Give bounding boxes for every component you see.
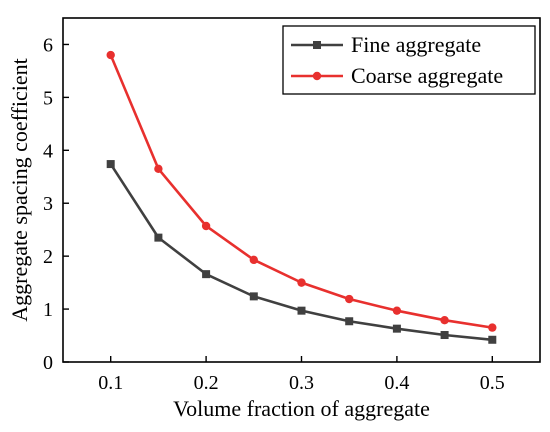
- data-point: [345, 294, 354, 304]
- data-point: [440, 331, 449, 340]
- x-tick-label: 0.4: [384, 372, 409, 394]
- legend-item-1: Fine aggregate: [291, 32, 481, 57]
- series-lines: [106, 50, 497, 344]
- series-2: [106, 50, 497, 332]
- data-point: [249, 255, 258, 265]
- data-point: [154, 164, 163, 174]
- y-tick-label: 1: [43, 299, 53, 321]
- data-point: [154, 233, 163, 242]
- data-point: [297, 278, 306, 287]
- y-tick-label: 4: [43, 140, 53, 162]
- x-axis-title: Volume fraction of aggregate: [173, 396, 430, 421]
- y-tick-label: 3: [43, 193, 53, 215]
- data-point: [392, 306, 402, 315]
- x-tick-label: 0.2: [194, 372, 219, 394]
- data-point: [488, 323, 497, 332]
- data-point: [249, 292, 258, 301]
- data-point: [440, 315, 449, 325]
- y-axis-title: Aggregate spacing coefficient: [7, 58, 32, 321]
- legend-item-2: Coarse aggregate: [291, 63, 503, 88]
- legend-label: Coarse aggregate: [351, 63, 503, 88]
- y-tick-label: 6: [43, 34, 53, 56]
- x-tick-label: 0.5: [480, 372, 505, 394]
- data-point: [345, 317, 354, 326]
- x-tick-label: 0.3: [289, 372, 314, 394]
- legend-box: [282, 25, 536, 95]
- y-tick-label: 5: [43, 87, 53, 109]
- data-point: [202, 270, 211, 279]
- legend: Fine aggregate Coarse aggregate: [282, 25, 536, 95]
- legend-swatch-marker: [313, 41, 321, 49]
- data-point: [297, 306, 306, 315]
- axis-ticks: 0.1 0.2 0.3 0.4 0.5 0 1 2 3 4 5 6: [43, 34, 505, 394]
- data-point: [488, 335, 497, 344]
- data-point: [106, 50, 115, 60]
- y-tick-label: 2: [43, 246, 53, 268]
- data-point: [201, 221, 211, 231]
- legend-swatch-marker: [312, 71, 322, 81]
- x-tick-label: 0.1: [98, 372, 123, 394]
- y-tick-label: 0: [43, 352, 53, 374]
- legend-label: Fine aggregate: [351, 32, 481, 57]
- data-point: [392, 324, 401, 333]
- series-1: [106, 160, 497, 344]
- data-point: [106, 160, 115, 169]
